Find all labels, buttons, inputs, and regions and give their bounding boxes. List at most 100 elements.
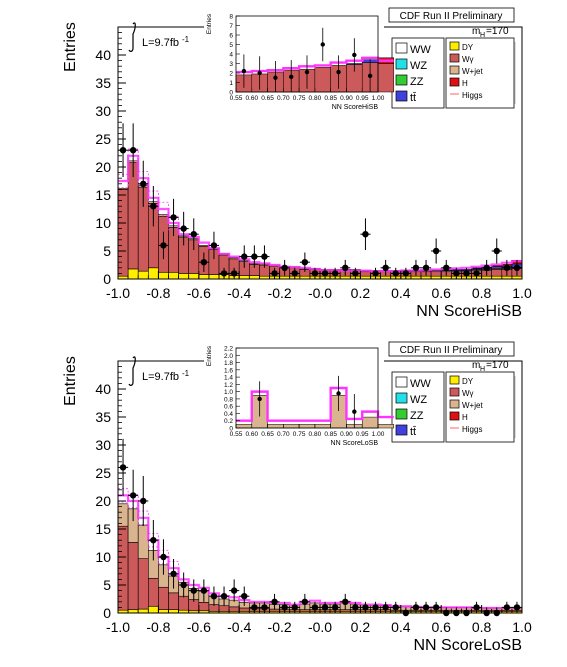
- y-tick-label: 5: [103, 577, 111, 593]
- data-point: [342, 264, 349, 271]
- y-axis-title: Entries: [62, 356, 79, 406]
- data-point: [362, 604, 369, 611]
- data-point: [301, 259, 309, 266]
- inset-data-point: [304, 69, 310, 75]
- data-point: [402, 270, 410, 277]
- bar-dy: [178, 273, 190, 280]
- y-tick-label: 15: [95, 187, 111, 203]
- y-tick-label: 30: [95, 437, 111, 453]
- data-point: [382, 604, 389, 611]
- bar-wgamma: [238, 607, 250, 612]
- data-point: [412, 604, 420, 611]
- luminosity-label: L=9.7fb: [142, 37, 179, 49]
- legend-label-higgs: Higgs: [462, 425, 482, 434]
- bar-wgamma: [168, 592, 179, 610]
- legend-swatch-wz: [395, 58, 408, 70]
- data-point: [140, 180, 147, 187]
- mass-value: =170: [486, 26, 509, 37]
- data-point: [220, 593, 228, 600]
- bar-dy: [127, 609, 139, 614]
- x-tick-label: -0.4: [227, 619, 251, 635]
- bar-dy: [158, 271, 169, 280]
- inset-y-tick-label: 5: [229, 42, 233, 49]
- x-tick-label: -1.0: [106, 619, 130, 635]
- inset-y-axis-title: Entries: [206, 345, 213, 366]
- inset-y-tick-label: 0.2: [224, 418, 233, 425]
- inset-background-bar: [377, 424, 395, 429]
- data-point: [422, 264, 430, 271]
- legend-swatch-dy: [449, 41, 460, 51]
- legend-label-zz: ZZ: [410, 410, 424, 422]
- inset-y-tick-label: 1.6: [224, 367, 233, 374]
- data-point: [432, 247, 440, 255]
- inset-frame: [235, 347, 379, 429]
- inset-y-tick-label: 1.2: [224, 382, 233, 389]
- data-point: [140, 497, 147, 505]
- data-point: [463, 270, 470, 277]
- data-point: [301, 598, 309, 605]
- bar-dy: [137, 270, 149, 280]
- mass-label: m: [472, 360, 480, 371]
- inset-x-tick-label: 0.70: [277, 95, 290, 102]
- inset-x-tick-label: 0.75: [293, 95, 306, 102]
- hisb-panel: -1.0 -0.8 -0.6 -0.4 -0.2 -0.0 0.2 0.4 0.6 0.8 1.00…: [62, 7, 532, 320]
- x-tick-label: 1.0: [512, 619, 532, 635]
- legend-label-h: H: [462, 79, 468, 88]
- legend-label-wjet: W+jet: [462, 401, 483, 410]
- inset-y-tick-label: 0: [229, 426, 233, 433]
- data-point: [281, 604, 288, 611]
- data-point: [392, 604, 399, 611]
- bar-dy: [249, 275, 260, 280]
- x-tick-label: 0.4: [391, 285, 411, 301]
- legend-label-wgamma: Wγ: [462, 389, 474, 398]
- data-point: [129, 147, 137, 154]
- data-point: [200, 259, 208, 266]
- data-point: [321, 604, 329, 611]
- legend-label-wjet: W+jet: [462, 67, 483, 76]
- data-point: [372, 604, 379, 611]
- bar-wgamma: [360, 271, 371, 277]
- data-point: [160, 553, 167, 561]
- legend-swatch-ww: [395, 42, 408, 54]
- y-tick-label: 15: [95, 521, 111, 537]
- inset-x-tick-label: 0.65: [261, 95, 274, 102]
- data-point: [382, 264, 389, 271]
- data-point: [180, 581, 187, 589]
- inset-x-tick-label: 0.95: [356, 431, 369, 438]
- inset-data-point: [336, 69, 341, 75]
- data-point: [321, 270, 329, 277]
- inset-data-point: [273, 75, 278, 80]
- data-points: [118, 438, 522, 617]
- data-point: [210, 242, 218, 249]
- inset-y-tick-label: 0: [229, 90, 233, 97]
- x-tick-label: -0.4: [227, 285, 251, 301]
- data-point: [392, 270, 399, 277]
- inset-y-tick-label: 7: [229, 23, 233, 30]
- data-point: [412, 264, 420, 271]
- data-point: [271, 598, 278, 605]
- data-point: [473, 604, 480, 611]
- data-point: [311, 270, 319, 277]
- inset-plot: 0.55 0.60 0.65 0.70 0.75 0.80 0.85 0.90 0.95 1.00…: [204, 8, 395, 116]
- bar-wjet: [117, 503, 129, 527]
- legend-swatch-wjet: [449, 65, 460, 75]
- bar-wgamma: [228, 606, 240, 612]
- luminosity-exponent: -1: [182, 35, 190, 44]
- y-axis-title: Entries: [62, 22, 79, 72]
- data-point: [129, 492, 137, 499]
- inset-y-tick-label: 1.0: [224, 389, 233, 396]
- data-point: [483, 264, 490, 271]
- legend-swatch-wgamma: [449, 387, 460, 397]
- inset-background-bar: [314, 424, 331, 429]
- bar-wgamma: [218, 605, 230, 612]
- inset-background-bar: [314, 67, 331, 93]
- inset-y-tick-label: 2: [229, 71, 233, 78]
- data-point: [291, 270, 298, 277]
- x-tick-label: -0.6: [187, 619, 211, 635]
- x-axis-title: NN ScoreHiSB: [416, 303, 522, 320]
- data-point: [453, 270, 460, 277]
- data-point: [271, 270, 278, 277]
- legend-swatch-ww: [395, 376, 408, 388]
- inset-data-point: [257, 70, 262, 76]
- data-point: [190, 231, 197, 238]
